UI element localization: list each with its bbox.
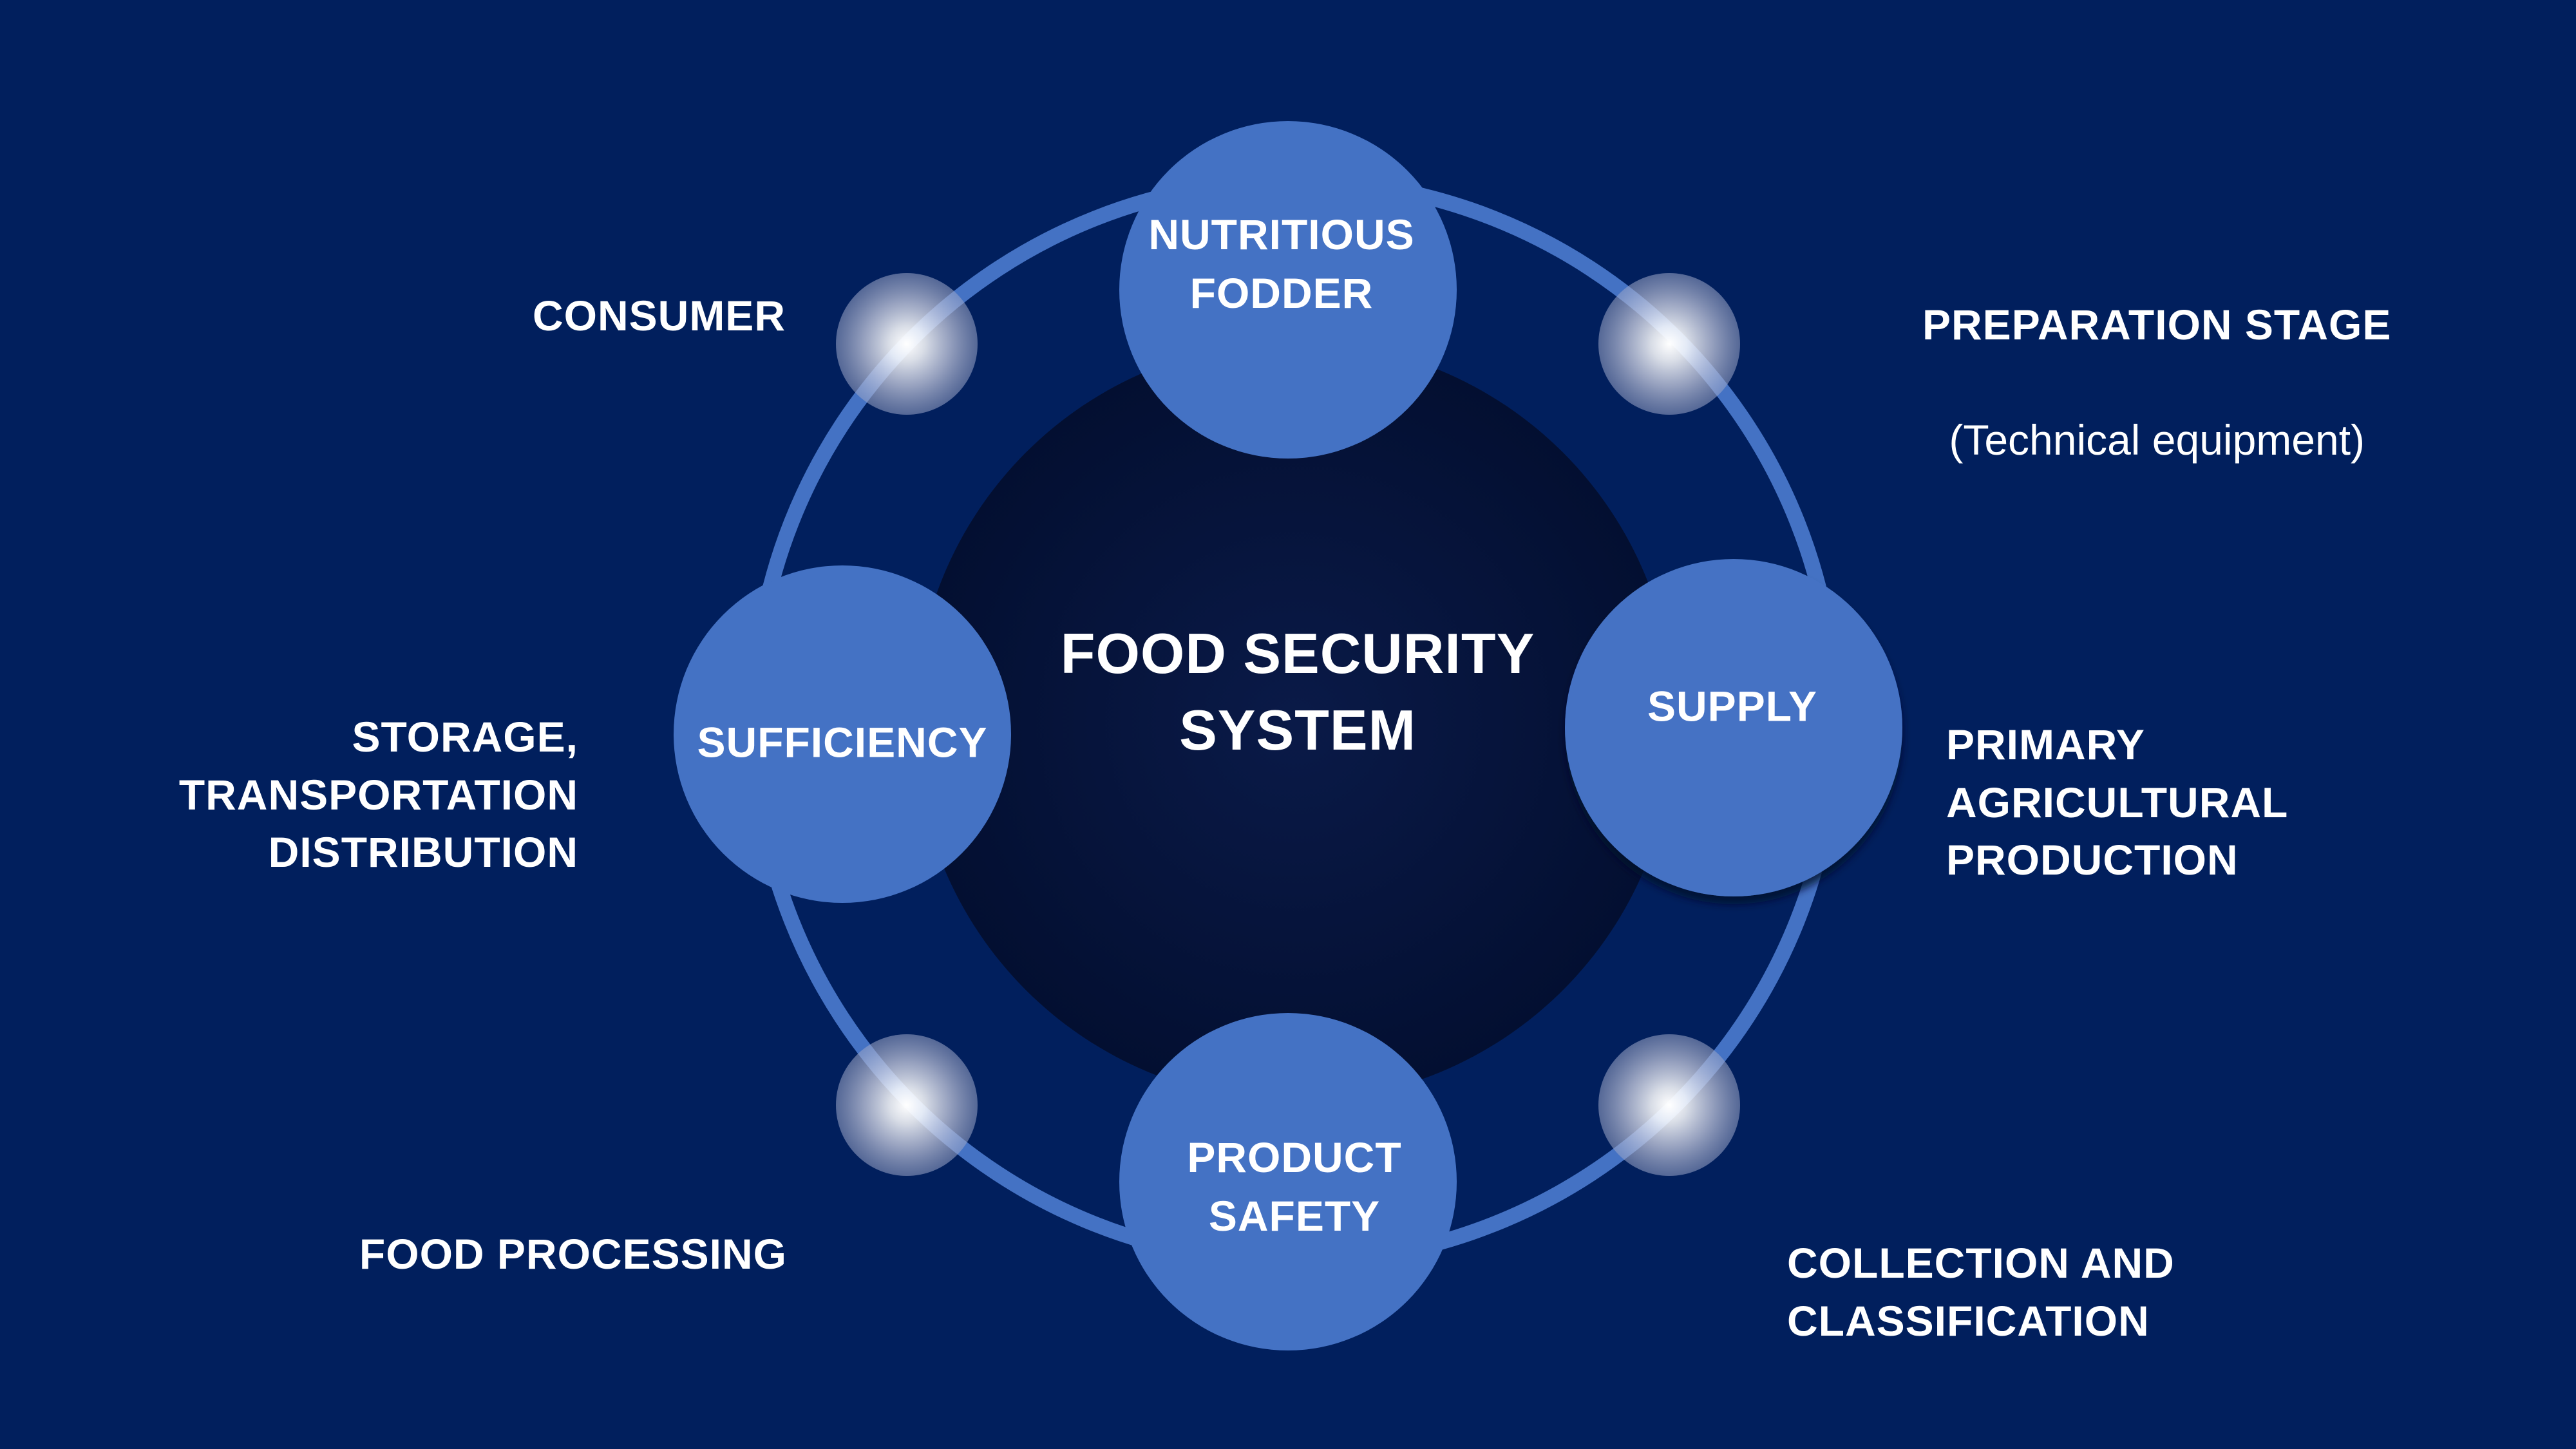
node-circle-nutritious-fodder bbox=[1119, 121, 1457, 459]
annotation-preparation-stage: PREPARATION STAGE (Technical equipment) bbox=[1922, 238, 2391, 527]
annotation-primary-agricultural-production: PRIMARY AGRICULTURAL PRODUCTION bbox=[1946, 658, 2288, 947]
center-label: FOOD SECURITY SYSTEM bbox=[1060, 621, 1535, 762]
annotation-food-processing: FOOD PROCESSING bbox=[359, 1168, 787, 1341]
glow-dot-food-processing bbox=[836, 1034, 978, 1176]
annotation-collection-and-classification-label: COLLECTION AND CLASSIFICATION bbox=[1787, 1238, 2175, 1345]
annotation-storage-transportation-distribution-label: STORAGE, TRANSPORTATION DISTRIBUTION bbox=[178, 712, 578, 876]
node-circle-product-safety bbox=[1119, 1013, 1457, 1350]
core-circle bbox=[914, 341, 1674, 1101]
annotation-primary-agricultural-production-label: PRIMARY AGRICULTURAL PRODUCTION bbox=[1946, 720, 2289, 884]
node-label-sufficiency: SUFFICIENCY bbox=[697, 718, 988, 766]
node-circle-sufficiency bbox=[674, 565, 1011, 903]
glow-dot-collection bbox=[1598, 1034, 1740, 1176]
annotation-preparation-stage-sub: (Technical equipment) bbox=[1949, 416, 2365, 464]
node-label-supply: SUPPLY bbox=[1647, 682, 1817, 730]
annotation-storage-transportation-distribution: STORAGE, TRANSPORTATION DISTRIBUTION bbox=[179, 650, 578, 940]
annotation-preparation-stage-label: PREPARATION STAGE bbox=[1922, 300, 2392, 348]
node-circle-supply bbox=[1565, 559, 1902, 896]
annotation-collection-and-classification: COLLECTION AND CLASSIFICATION bbox=[1787, 1177, 2175, 1408]
annotation-consumer: CONSUMER bbox=[533, 229, 786, 402]
node-label-product-safety: PRODUCT SAFETY bbox=[1187, 1133, 1402, 1240]
annotation-consumer-label: CONSUMER bbox=[532, 291, 786, 339]
glow-dot-consumer bbox=[836, 273, 978, 415]
node-label-nutritious-fodder: NUTRITIOUS FODDER bbox=[1148, 210, 1415, 317]
annotation-food-processing-label: FOOD PROCESSING bbox=[359, 1229, 787, 1278]
glow-dot-preparation bbox=[1598, 273, 1740, 415]
